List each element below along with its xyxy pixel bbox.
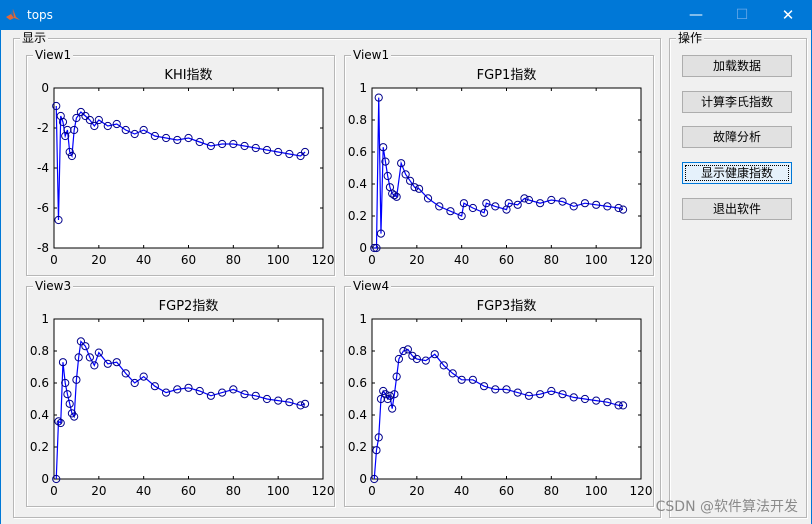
show-health-index-button[interactable]: 显示健康指数 — [682, 162, 792, 184]
chart-panel-khi: View1 — [26, 49, 335, 276]
operations-group: 操作 — [669, 32, 807, 518]
fault-analysis-button[interactable]: 故障分析 — [682, 126, 792, 148]
panel-label: View3 — [33, 279, 74, 293]
matlab-icon — [6, 9, 20, 20]
panel-label: View4 — [351, 279, 392, 293]
load-data-button[interactable]: 加载数据 — [682, 55, 792, 77]
window-client-area: 显示 View1 View1 View3 View4 KHI指数 0 20 40 60 8… — [0, 30, 812, 524]
operations-group-label: 操作 — [676, 31, 705, 45]
calc-index-button[interactable]: 计算李氏指数 — [682, 91, 792, 113]
chart-panel-fgp1: View1 — [344, 49, 654, 276]
maximize-icon[interactable]: ☐ — [735, 7, 749, 23]
display-group-label: 显示 — [20, 31, 49, 45]
chart-panel-fgp2: View3 — [26, 280, 335, 507]
chart-panel-fgp3: View4 — [344, 280, 654, 507]
panel-label: View1 — [351, 48, 392, 62]
close-icon[interactable]: ✕ — [781, 6, 795, 24]
title-bar: tops — ☐ ✕ — [0, 0, 812, 30]
minimize-icon[interactable]: — — [689, 7, 703, 23]
watermark: CSDN @软件算法开发 — [655, 499, 798, 515]
display-group: 显示 — [13, 32, 661, 518]
panel-label: View1 — [33, 48, 74, 62]
exit-software-button[interactable]: 退出软件 — [682, 198, 792, 220]
window-title: tops — [27, 8, 53, 22]
